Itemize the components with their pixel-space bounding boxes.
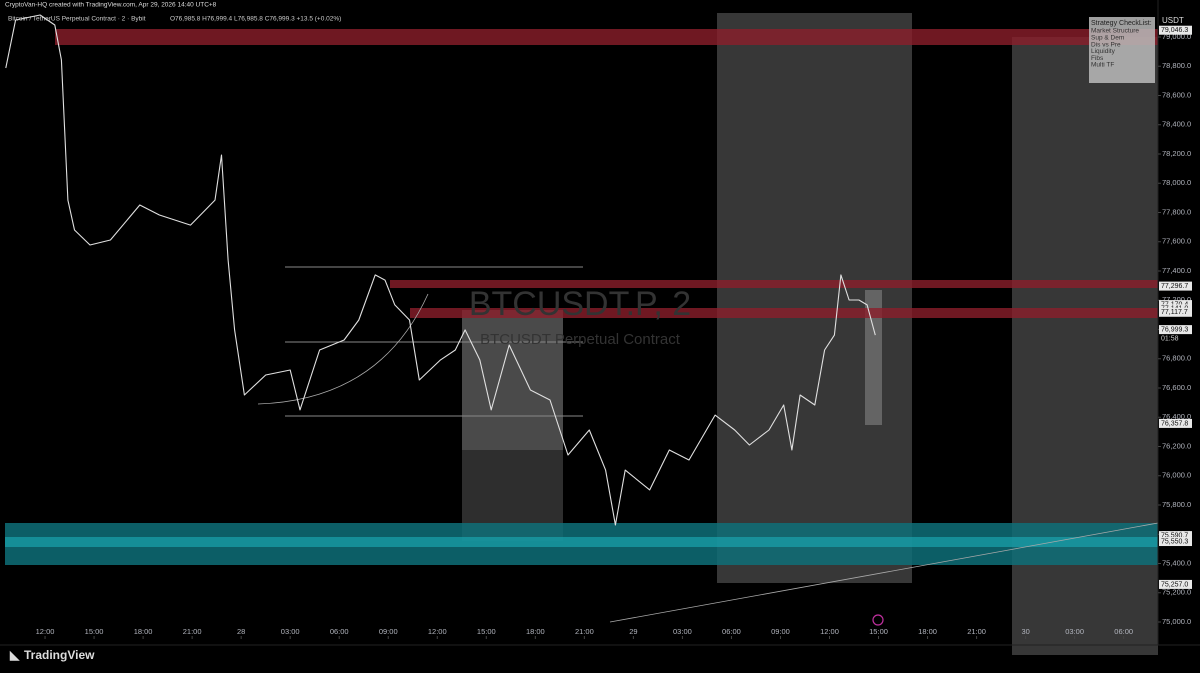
y-tick-label: 78,800.0: [1162, 61, 1191, 70]
y-tick-label: 78,400.0: [1162, 120, 1191, 129]
y-tick-label: 75,400.0: [1162, 558, 1191, 567]
x-tick-label: 12:00: [820, 627, 839, 636]
symbol: Bitcoin / TetherUS Perpetual Contract · …: [8, 16, 146, 23]
y-tick-label: 76,000.0: [1162, 471, 1191, 480]
demand-zone: [5, 537, 1158, 547]
trend-line: [609, 522, 1159, 623]
y-tick-label: 78,200.0: [1162, 149, 1191, 158]
x-tick-label: 18:00: [526, 627, 545, 636]
price-tag: [1159, 25, 1192, 35]
x-tick-label: 15:00: [85, 627, 104, 636]
price-tag: [1159, 281, 1192, 291]
x-tick-label: 21:00: [967, 627, 986, 636]
x-tick-label: 03:00: [673, 627, 692, 636]
x-tick-label: 21:00: [575, 627, 594, 636]
price-tag: [1159, 307, 1192, 317]
curve-drawing: [257, 293, 429, 405]
price-tag: [1159, 531, 1192, 541]
price-line: [5, 14, 876, 526]
credit: CryptoVan-HQ created with TradingView.co…: [5, 2, 217, 9]
price-tag-label: 75,257.0: [1161, 581, 1188, 588]
y-tick-label: 76,200.0: [1162, 441, 1191, 450]
checklist-item: Dis vs Pre: [1091, 41, 1121, 48]
x-tick-label: 15:00: [477, 627, 496, 636]
price-tag-label: 77,296.7: [1161, 283, 1188, 290]
checklist-box: [1089, 17, 1155, 83]
x-tick-label: 06:00: [1114, 627, 1133, 636]
x-tick-label: 28: [237, 627, 245, 636]
watermark-subtitle: BTCUSDT Perpetual Contract: [480, 331, 681, 348]
position-box: [462, 310, 563, 450]
event-icon[interactable]: [872, 614, 884, 626]
y-tick-label: 76,800.0: [1162, 354, 1191, 363]
supply-zone: [410, 308, 1158, 318]
y-tick-label: 77,200.0: [1162, 295, 1191, 304]
x-tick-label: 21:00: [183, 627, 202, 636]
y-tick-label: 78,600.0: [1162, 90, 1191, 99]
y-tick-label: 76,600.0: [1162, 383, 1191, 392]
y-tick-label: 76,400.0: [1162, 412, 1191, 421]
ohlc: O76,985.8 H76,999.4 L76,985.8 C76,999.3 …: [170, 16, 341, 23]
x-tick-label: 06:00: [330, 627, 349, 636]
x-tick-label: 12:00: [36, 627, 55, 636]
y-tick-label: 75,200.0: [1162, 588, 1191, 597]
y-tick-label: 77,600.0: [1162, 237, 1191, 246]
checklist-item: Fibs: [1091, 55, 1104, 62]
price-tag-label: 75,550.3: [1161, 538, 1188, 545]
supply-zone: [55, 29, 1158, 45]
footer-logo-mark: ◣: [9, 648, 20, 662]
x-tick-label: 06:00: [722, 627, 741, 636]
checklist-item: Market Structure: [1091, 28, 1139, 35]
price-tag-label: 75,590.7: [1161, 532, 1188, 539]
x-tick-label: 30: [1021, 627, 1029, 636]
x-tick-label: 03:00: [1065, 627, 1084, 636]
x-tick-label: 03:00: [281, 627, 300, 636]
x-tick-label: 12:00: [428, 627, 447, 636]
price-tag: [1159, 325, 1192, 335]
checklist-item: Multi TF: [1091, 62, 1114, 69]
checklist-item: Liquidity: [1091, 48, 1116, 55]
footer-logo: TradingView: [24, 648, 95, 662]
checklist-item: Sup & Dem: [1091, 35, 1124, 42]
y-tick-label: 79,000.0: [1162, 32, 1191, 41]
checklist-title: Strategy CheckList:: [1091, 20, 1152, 27]
x-tick-label: 18:00: [134, 627, 153, 636]
position-box: [865, 290, 882, 425]
x-tick-label: 18:00: [918, 627, 937, 636]
price-tag-label: 77,117.7: [1161, 309, 1188, 316]
y-tick-label: 75,800.0: [1162, 500, 1191, 509]
price-tag-label: 76,357.8: [1161, 420, 1188, 427]
y-unit: USDT: [1162, 16, 1184, 25]
price-tag-label: 79,046.3: [1161, 27, 1188, 34]
x-tick-label: 09:00: [379, 627, 398, 636]
price-tag-label: 76,999.3: [1161, 326, 1188, 333]
price-tag: [1159, 418, 1192, 428]
y-tick-label: 75,000.0: [1162, 617, 1191, 626]
countdown: 01:58: [1161, 335, 1179, 342]
y-tick-label: 78,000.0: [1162, 178, 1191, 187]
price-tag: [1159, 579, 1192, 589]
price-tag: [1159, 537, 1192, 547]
y-tick-label: 77,800.0: [1162, 207, 1191, 216]
x-tick-label: 15:00: [869, 627, 888, 636]
x-tick-label: 09:00: [771, 627, 790, 636]
y-tick-label: 77,400.0: [1162, 266, 1191, 275]
supply-zone: [390, 280, 1158, 288]
x-tick-label: 29: [629, 627, 637, 636]
range-box: [717, 13, 912, 583]
watermark-title: BTCUSDT.P, 2: [469, 285, 691, 323]
